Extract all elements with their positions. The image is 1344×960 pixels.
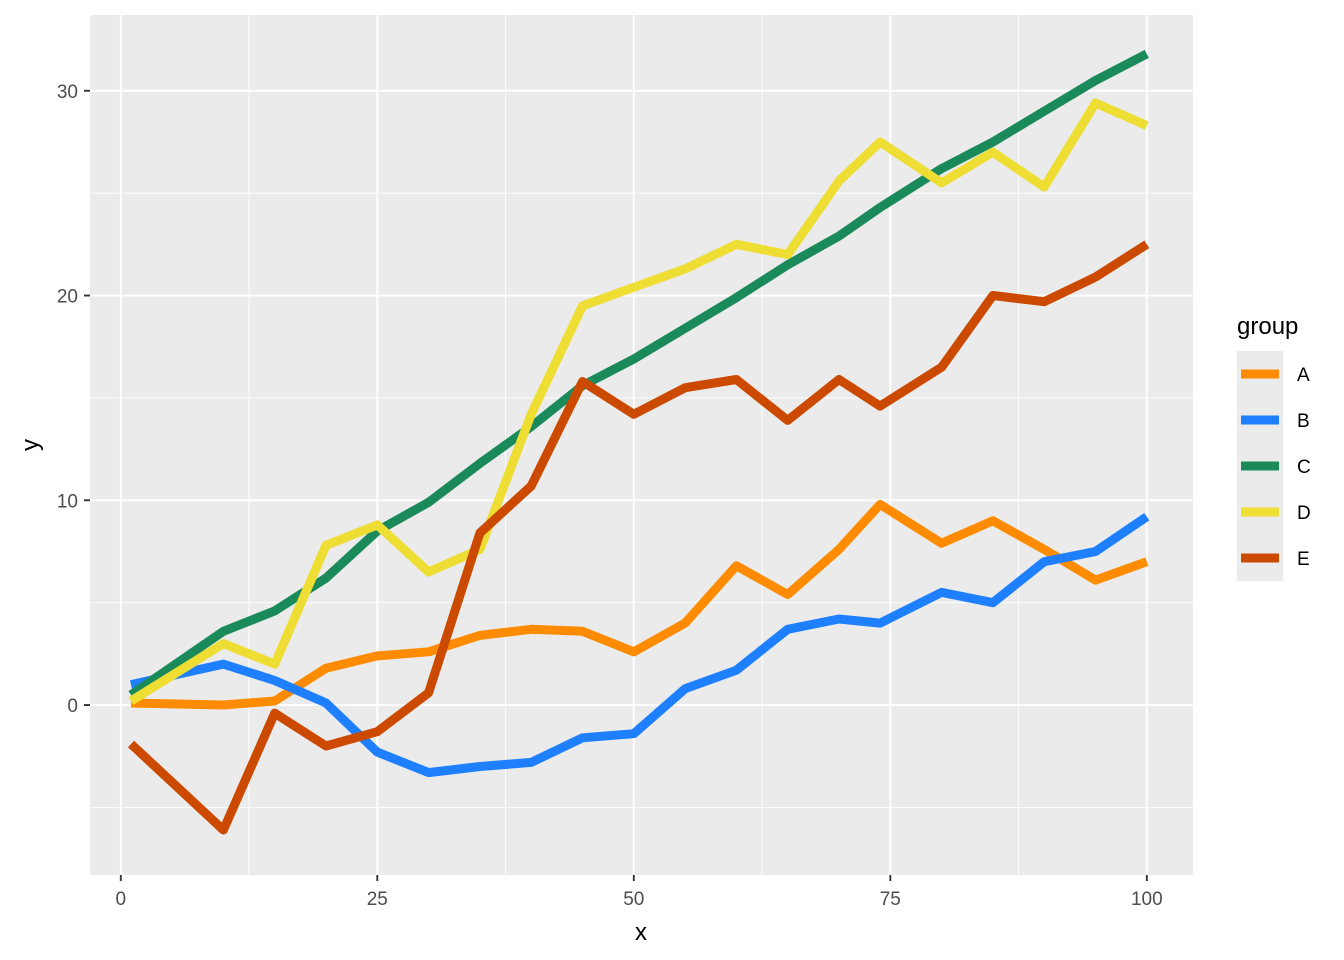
y-tick-label: 20 [57, 287, 78, 308]
series-line-C [128, 49, 1149, 699]
legend: group A B C D E [1237, 313, 1311, 581]
y-axis-title: y [17, 439, 44, 451]
legend-items: A B C D E [1237, 351, 1311, 581]
x-tick-label: 25 [367, 889, 388, 910]
x-tick-label: 50 [623, 889, 644, 910]
x-axis-ticks: 0 25 50 75 100 [115, 875, 1163, 910]
series-lines [127, 49, 1150, 835]
y-tick-label: 0 [67, 696, 78, 717]
legend-label-B: B [1297, 411, 1310, 432]
x-tick-label: 75 [880, 889, 901, 910]
legend-title: group [1237, 313, 1298, 340]
legend-label-C: C [1297, 457, 1311, 478]
x-tick-label: 100 [1131, 889, 1163, 910]
y-axis-ticks: 0 10 20 30 [57, 82, 90, 717]
series-line-E [127, 240, 1150, 835]
series-line-A [130, 499, 1149, 710]
y-tick-label: 10 [57, 491, 78, 512]
x-axis-title: x [635, 919, 647, 946]
series-line-D [128, 98, 1149, 705]
legend-label-E: E [1297, 549, 1310, 570]
y-tick-label: 30 [57, 82, 78, 103]
series-line-B [130, 512, 1150, 778]
x-tick-label: 0 [115, 889, 126, 910]
legend-label-A: A [1297, 365, 1310, 386]
legend-label-D: D [1297, 503, 1311, 524]
